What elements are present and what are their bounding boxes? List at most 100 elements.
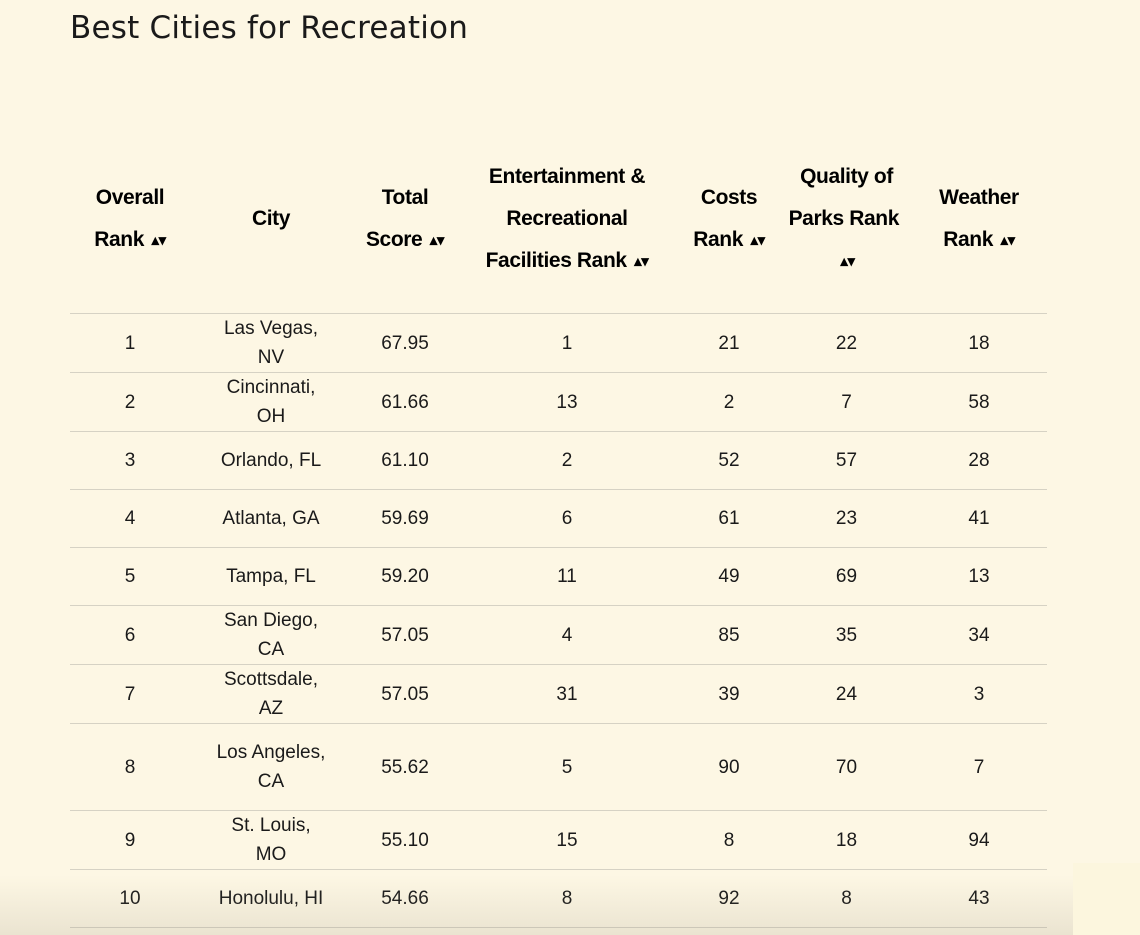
table-row: 2 Cincinnati, OH 61.66 13 2 7 58 [70, 372, 1047, 432]
table-row: 10 Honolulu, HI 54.66 8 92 8 43 [70, 869, 1047, 928]
cell-entertainment-rank: 31 [458, 664, 676, 724]
column-header-label: Overall Rank [94, 186, 165, 251]
cell-costs-rank: 2 [676, 372, 782, 432]
cell-parks-rank: 57 [782, 431, 911, 490]
cell-city: Los Angeles, CA [190, 723, 352, 811]
column-header-label: Weather Rank [939, 186, 1019, 251]
cell-parks-rank: 22 [782, 313, 911, 373]
cell-costs-rank: 49 [676, 547, 782, 606]
cell-total-score: 57.05 [352, 605, 458, 665]
cell-overall-rank: 10 [70, 869, 190, 928]
table-row: 3 Orlando, FL 61.10 2 52 57 28 [70, 431, 1047, 490]
cell-city: San Diego, CA [190, 605, 352, 665]
cell-parks-rank: 7 [782, 372, 911, 432]
cell-total-score: 61.66 [352, 372, 458, 432]
table-row: 1 Las Vegas, NV 67.95 1 21 22 18 [70, 313, 1047, 373]
table-row: 8 Los Angeles, CA 55.62 5 90 70 7 [70, 723, 1047, 811]
cell-overall-rank: 7 [70, 664, 190, 724]
cell-entertainment-rank: 15 [458, 810, 676, 870]
cell-costs-rank: 8 [676, 810, 782, 870]
cell-weather-rank: 7 [911, 723, 1047, 811]
cell-overall-rank: 3 [70, 431, 190, 490]
cell-weather-rank: 94 [911, 810, 1047, 870]
table-header-row: Overall Rank ▴▾ City Total Score ▴▾ Enterta… [70, 125, 1047, 314]
column-header-parks-rank[interactable]: Quality of Parks Rank ▴▾ [782, 125, 911, 314]
cell-overall-rank: 5 [70, 547, 190, 606]
sort-icon[interactable]: ▴▾ [1000, 232, 1015, 249]
cell-city: Orlando, FL [190, 431, 352, 490]
cell-overall-rank: 8 [70, 723, 190, 811]
cell-entertainment-rank: 5 [458, 723, 676, 811]
cell-total-score: 59.20 [352, 547, 458, 606]
cell-parks-rank: 24 [782, 664, 911, 724]
cell-costs-rank: 21 [676, 313, 782, 373]
cell-overall-rank: 2 [70, 372, 190, 432]
cell-city: Atlanta, GA [190, 489, 352, 548]
cell-total-score: 59.69 [352, 489, 458, 548]
cell-entertainment-rank: 2 [458, 431, 676, 490]
cell-parks-rank: 70 [782, 723, 911, 811]
column-header-entertainment-rank[interactable]: Entertainment & Recreational Facilities … [458, 125, 676, 314]
cell-entertainment-rank: 1 [458, 313, 676, 373]
cell-weather-rank: 18 [911, 313, 1047, 373]
cell-parks-rank: 8 [782, 869, 911, 928]
cell-parks-rank: 18 [782, 810, 911, 870]
cell-weather-rank: 28 [911, 431, 1047, 490]
cell-costs-rank: 52 [676, 431, 782, 490]
cell-overall-rank: 4 [70, 489, 190, 548]
cell-city: Tampa, FL [190, 547, 352, 606]
cell-total-score: 61.10 [352, 431, 458, 490]
column-header-label: Total Score [365, 186, 429, 251]
column-header-label: Costs Rank [693, 186, 758, 251]
cell-city: St. Louis, MO [190, 810, 352, 870]
cell-total-score: 67.95 [352, 313, 458, 373]
cell-city: Scottsdale, AZ [190, 664, 352, 724]
cell-city: Cincinnati, OH [190, 372, 352, 432]
column-header-label: Entertainment & Recreational Facilities … [485, 165, 646, 272]
page-title: Best Cities for Recreation [70, 10, 469, 46]
cell-total-score: 55.62 [352, 723, 458, 811]
table-header: Overall Rank ▴▾ City Total Score ▴▾ Enterta… [70, 125, 1047, 314]
sort-icon[interactable]: ▴▾ [429, 232, 445, 249]
corner-panel [1073, 863, 1140, 935]
cell-overall-rank: 9 [70, 810, 190, 870]
table-row: 5 Tampa, FL 59.20 11 49 69 13 [70, 547, 1047, 606]
cell-entertainment-rank: 6 [458, 489, 676, 548]
column-header-weather-rank[interactable]: Weather Rank ▴▾ [911, 125, 1047, 314]
column-header-costs-rank[interactable]: Costs Rank ▴▾ [676, 125, 782, 314]
cell-costs-rank: 90 [676, 723, 782, 811]
cell-entertainment-rank: 11 [458, 547, 676, 606]
rankings-table-container: Overall Rank ▴▾ City Total Score ▴▾ Enterta… [70, 125, 1047, 928]
cell-total-score: 57.05 [352, 664, 458, 724]
cell-parks-rank: 35 [782, 605, 911, 665]
column-header-total-score[interactable]: Total Score ▴▾ [352, 125, 458, 314]
cell-weather-rank: 3 [911, 664, 1047, 724]
sort-icon[interactable]: ▴▾ [634, 253, 649, 270]
cell-overall-rank: 6 [70, 605, 190, 665]
cell-costs-rank: 92 [676, 869, 782, 928]
cell-costs-rank: 85 [676, 605, 782, 665]
cell-city: Las Vegas, NV [190, 313, 352, 373]
column-header-overall-rank[interactable]: Overall Rank ▴▾ [70, 125, 190, 314]
rankings-table: Overall Rank ▴▾ City Total Score ▴▾ Enterta… [70, 125, 1047, 928]
cell-parks-rank: 69 [782, 547, 911, 606]
cell-parks-rank: 23 [782, 489, 911, 548]
cell-entertainment-rank: 4 [458, 605, 676, 665]
column-header-label: City [251, 207, 291, 230]
table-row: 4 Atlanta, GA 59.69 6 61 23 41 [70, 489, 1047, 548]
sort-icon[interactable]: ▴▾ [151, 232, 166, 249]
cell-weather-rank: 43 [911, 869, 1047, 928]
column-header-label: Quality of Parks Rank [788, 165, 900, 230]
column-header-city: City [190, 125, 352, 314]
cell-total-score: 54.66 [352, 869, 458, 928]
table-row: 9 St. Louis, MO 55.10 15 8 18 94 [70, 810, 1047, 870]
cell-costs-rank: 61 [676, 489, 782, 548]
cell-entertainment-rank: 13 [458, 372, 676, 432]
cell-weather-rank: 34 [911, 605, 1047, 665]
cell-costs-rank: 39 [676, 664, 782, 724]
cell-weather-rank: 58 [911, 372, 1047, 432]
table-row: 6 San Diego, CA 57.05 4 85 35 34 [70, 605, 1047, 665]
sort-icon[interactable]: ▴▾ [840, 253, 855, 270]
sort-icon[interactable]: ▴▾ [750, 232, 765, 249]
table-body: 1 Las Vegas, NV 67.95 1 21 22 18 2 Cincinnati, O… [70, 313, 1047, 928]
